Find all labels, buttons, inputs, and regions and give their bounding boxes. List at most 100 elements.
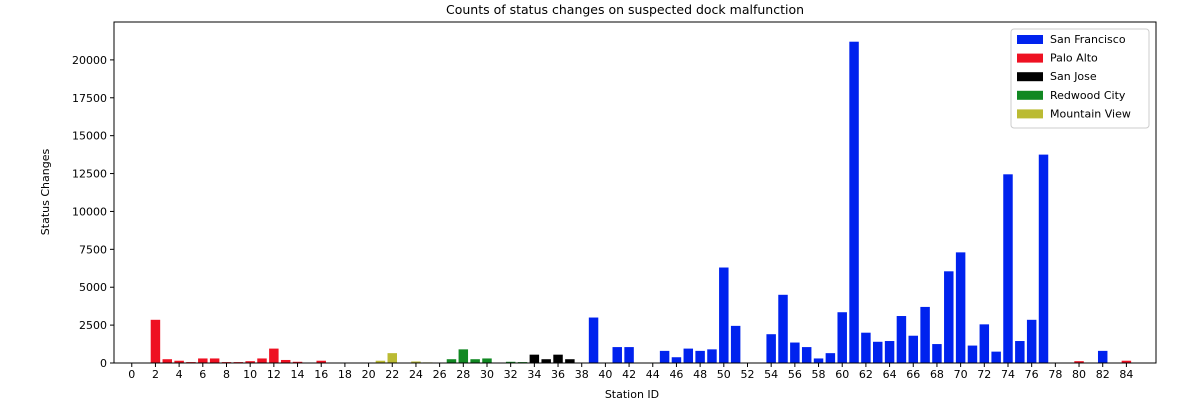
bar-san-francisco-49 bbox=[707, 349, 717, 363]
bar-mountain-view-21 bbox=[375, 360, 386, 363]
x-tick-label: 82 bbox=[1096, 368, 1110, 381]
x-tick-label: 74 bbox=[1001, 368, 1015, 381]
y-tick-label: 17500 bbox=[72, 92, 107, 105]
bar-san-francisco-57 bbox=[801, 347, 812, 363]
x-tick-label: 16 bbox=[314, 368, 328, 381]
bar-palo-alto-4 bbox=[174, 360, 184, 363]
x-tick-label: 64 bbox=[883, 368, 897, 381]
bar-san-francisco-47 bbox=[683, 348, 694, 363]
bar-palo-alto-14 bbox=[292, 361, 303, 363]
x-tick-label: 26 bbox=[433, 368, 447, 381]
legend: San Francisco Palo Alto San Jose Redwood Ci… bbox=[1010, 28, 1150, 129]
bar-san-francisco-76 bbox=[1026, 319, 1037, 363]
x-tick-label: 40 bbox=[598, 368, 612, 381]
bar-palo-alto-3 bbox=[162, 359, 173, 363]
x-tick-label: 36 bbox=[551, 368, 565, 381]
x-tick-label: 0 bbox=[128, 368, 135, 381]
x-tick-label: 68 bbox=[930, 368, 944, 381]
bar-san-francisco-39 bbox=[588, 317, 599, 363]
bar-palo-alto-2 bbox=[150, 319, 161, 363]
bar-palo-alto-13 bbox=[280, 359, 291, 363]
bar-san-francisco-64 bbox=[884, 341, 895, 363]
bar-san-francisco-59 bbox=[825, 353, 836, 363]
bar-palo-alto-84 bbox=[1121, 360, 1132, 363]
x-tick-label: 44 bbox=[646, 368, 660, 381]
x-tick-label: 66 bbox=[906, 368, 920, 381]
bar-redwood-city-27 bbox=[446, 359, 457, 363]
bar-san-francisco-58 bbox=[813, 358, 824, 363]
x-tick-label: 78 bbox=[1048, 368, 1062, 381]
legend-box bbox=[1010, 28, 1150, 129]
x-tick-label: 60 bbox=[835, 368, 849, 381]
x-tick-label: 20 bbox=[362, 368, 376, 381]
bar-redwood-city-32 bbox=[505, 361, 516, 363]
bar-san-francisco-70 bbox=[955, 252, 966, 363]
legend-swatch bbox=[1017, 35, 1043, 44]
y-tick-label: 7500 bbox=[79, 243, 107, 256]
y-axis-title: Status Changes bbox=[39, 149, 52, 236]
bar-san-francisco-65 bbox=[896, 316, 907, 363]
legend-swatch bbox=[1017, 53, 1043, 63]
legend-swatch bbox=[1017, 72, 1043, 82]
bar-san-francisco-71 bbox=[967, 345, 978, 363]
x-tick-label: 34 bbox=[527, 368, 541, 381]
bar-san-francisco-48 bbox=[695, 350, 705, 363]
x-tick-label: 6 bbox=[199, 368, 206, 381]
x-tick-label: 28 bbox=[456, 368, 470, 381]
legend-label: San Jose bbox=[1050, 70, 1097, 83]
bar-san-francisco-75 bbox=[1015, 341, 1025, 363]
x-tick-label: 70 bbox=[954, 368, 968, 381]
x-axis-title: Station ID bbox=[605, 388, 659, 401]
legend-swatch bbox=[1017, 109, 1043, 119]
bar-san-francisco-56 bbox=[790, 342, 800, 363]
bar-san-francisco-45 bbox=[659, 350, 670, 363]
bar-san-francisco-67 bbox=[920, 306, 930, 363]
y-tick-label: 2500 bbox=[79, 319, 107, 332]
bar-redwood-city-28 bbox=[458, 349, 469, 363]
bar-redwood-city-30 bbox=[482, 358, 492, 363]
x-tick-label: 58 bbox=[812, 368, 826, 381]
bar-san-jose-34 bbox=[529, 354, 540, 363]
bar-san-francisco-77 bbox=[1038, 154, 1049, 363]
bar-mountain-view-22 bbox=[387, 353, 397, 363]
x-tick-label: 22 bbox=[385, 368, 399, 381]
bar-palo-alto-80 bbox=[1074, 361, 1084, 363]
bar-san-francisco-51 bbox=[730, 325, 741, 363]
x-tick-label: 38 bbox=[575, 368, 589, 381]
y-tick-label: 15000 bbox=[72, 130, 107, 143]
bar-san-francisco-82 bbox=[1097, 350, 1108, 363]
y-tick-label: 20000 bbox=[72, 54, 107, 67]
x-tick-label: 42 bbox=[622, 368, 636, 381]
x-tick-label: 80 bbox=[1072, 368, 1086, 381]
x-tick-label: 48 bbox=[693, 368, 707, 381]
bar-mountain-view-24 bbox=[411, 361, 421, 363]
x-tick-label: 56 bbox=[788, 368, 802, 381]
bar-san-francisco-74 bbox=[1003, 174, 1013, 363]
bar-san-jose-35 bbox=[541, 359, 551, 363]
bar-san-francisco-54 bbox=[766, 334, 776, 363]
bar-san-jose-36 bbox=[553, 354, 563, 363]
bar-redwood-city-29 bbox=[470, 359, 480, 363]
bar-san-francisco-62 bbox=[861, 332, 871, 363]
bar-san-jose-37 bbox=[565, 359, 575, 363]
bar-san-francisco-42 bbox=[624, 347, 634, 363]
x-tick-label: 8 bbox=[223, 368, 230, 381]
bar-san-francisco-55 bbox=[778, 294, 788, 363]
x-tick-label: 32 bbox=[504, 368, 518, 381]
bar-palo-alto-7 bbox=[209, 358, 220, 363]
x-tick-label: 30 bbox=[480, 368, 494, 381]
x-axis: 0 2 4 6 8 10 12 14 16 18 20 22 24 26 28 30 32 34 36 38 40 42 4… bbox=[128, 363, 1133, 381]
legend-label: Palo Alto bbox=[1050, 52, 1098, 65]
x-tick-label: 10 bbox=[243, 368, 257, 381]
bars-group bbox=[150, 41, 1132, 364]
x-tick-label: 62 bbox=[859, 368, 873, 381]
x-tick-label: 4 bbox=[176, 368, 183, 381]
x-tick-label: 24 bbox=[409, 368, 423, 381]
legend-swatch bbox=[1017, 90, 1043, 100]
y-tick-label: 5000 bbox=[79, 281, 107, 294]
bar-san-francisco-69 bbox=[944, 271, 954, 363]
y-tick-label: 12500 bbox=[72, 168, 107, 181]
legend-label: San Francisco bbox=[1050, 33, 1126, 46]
